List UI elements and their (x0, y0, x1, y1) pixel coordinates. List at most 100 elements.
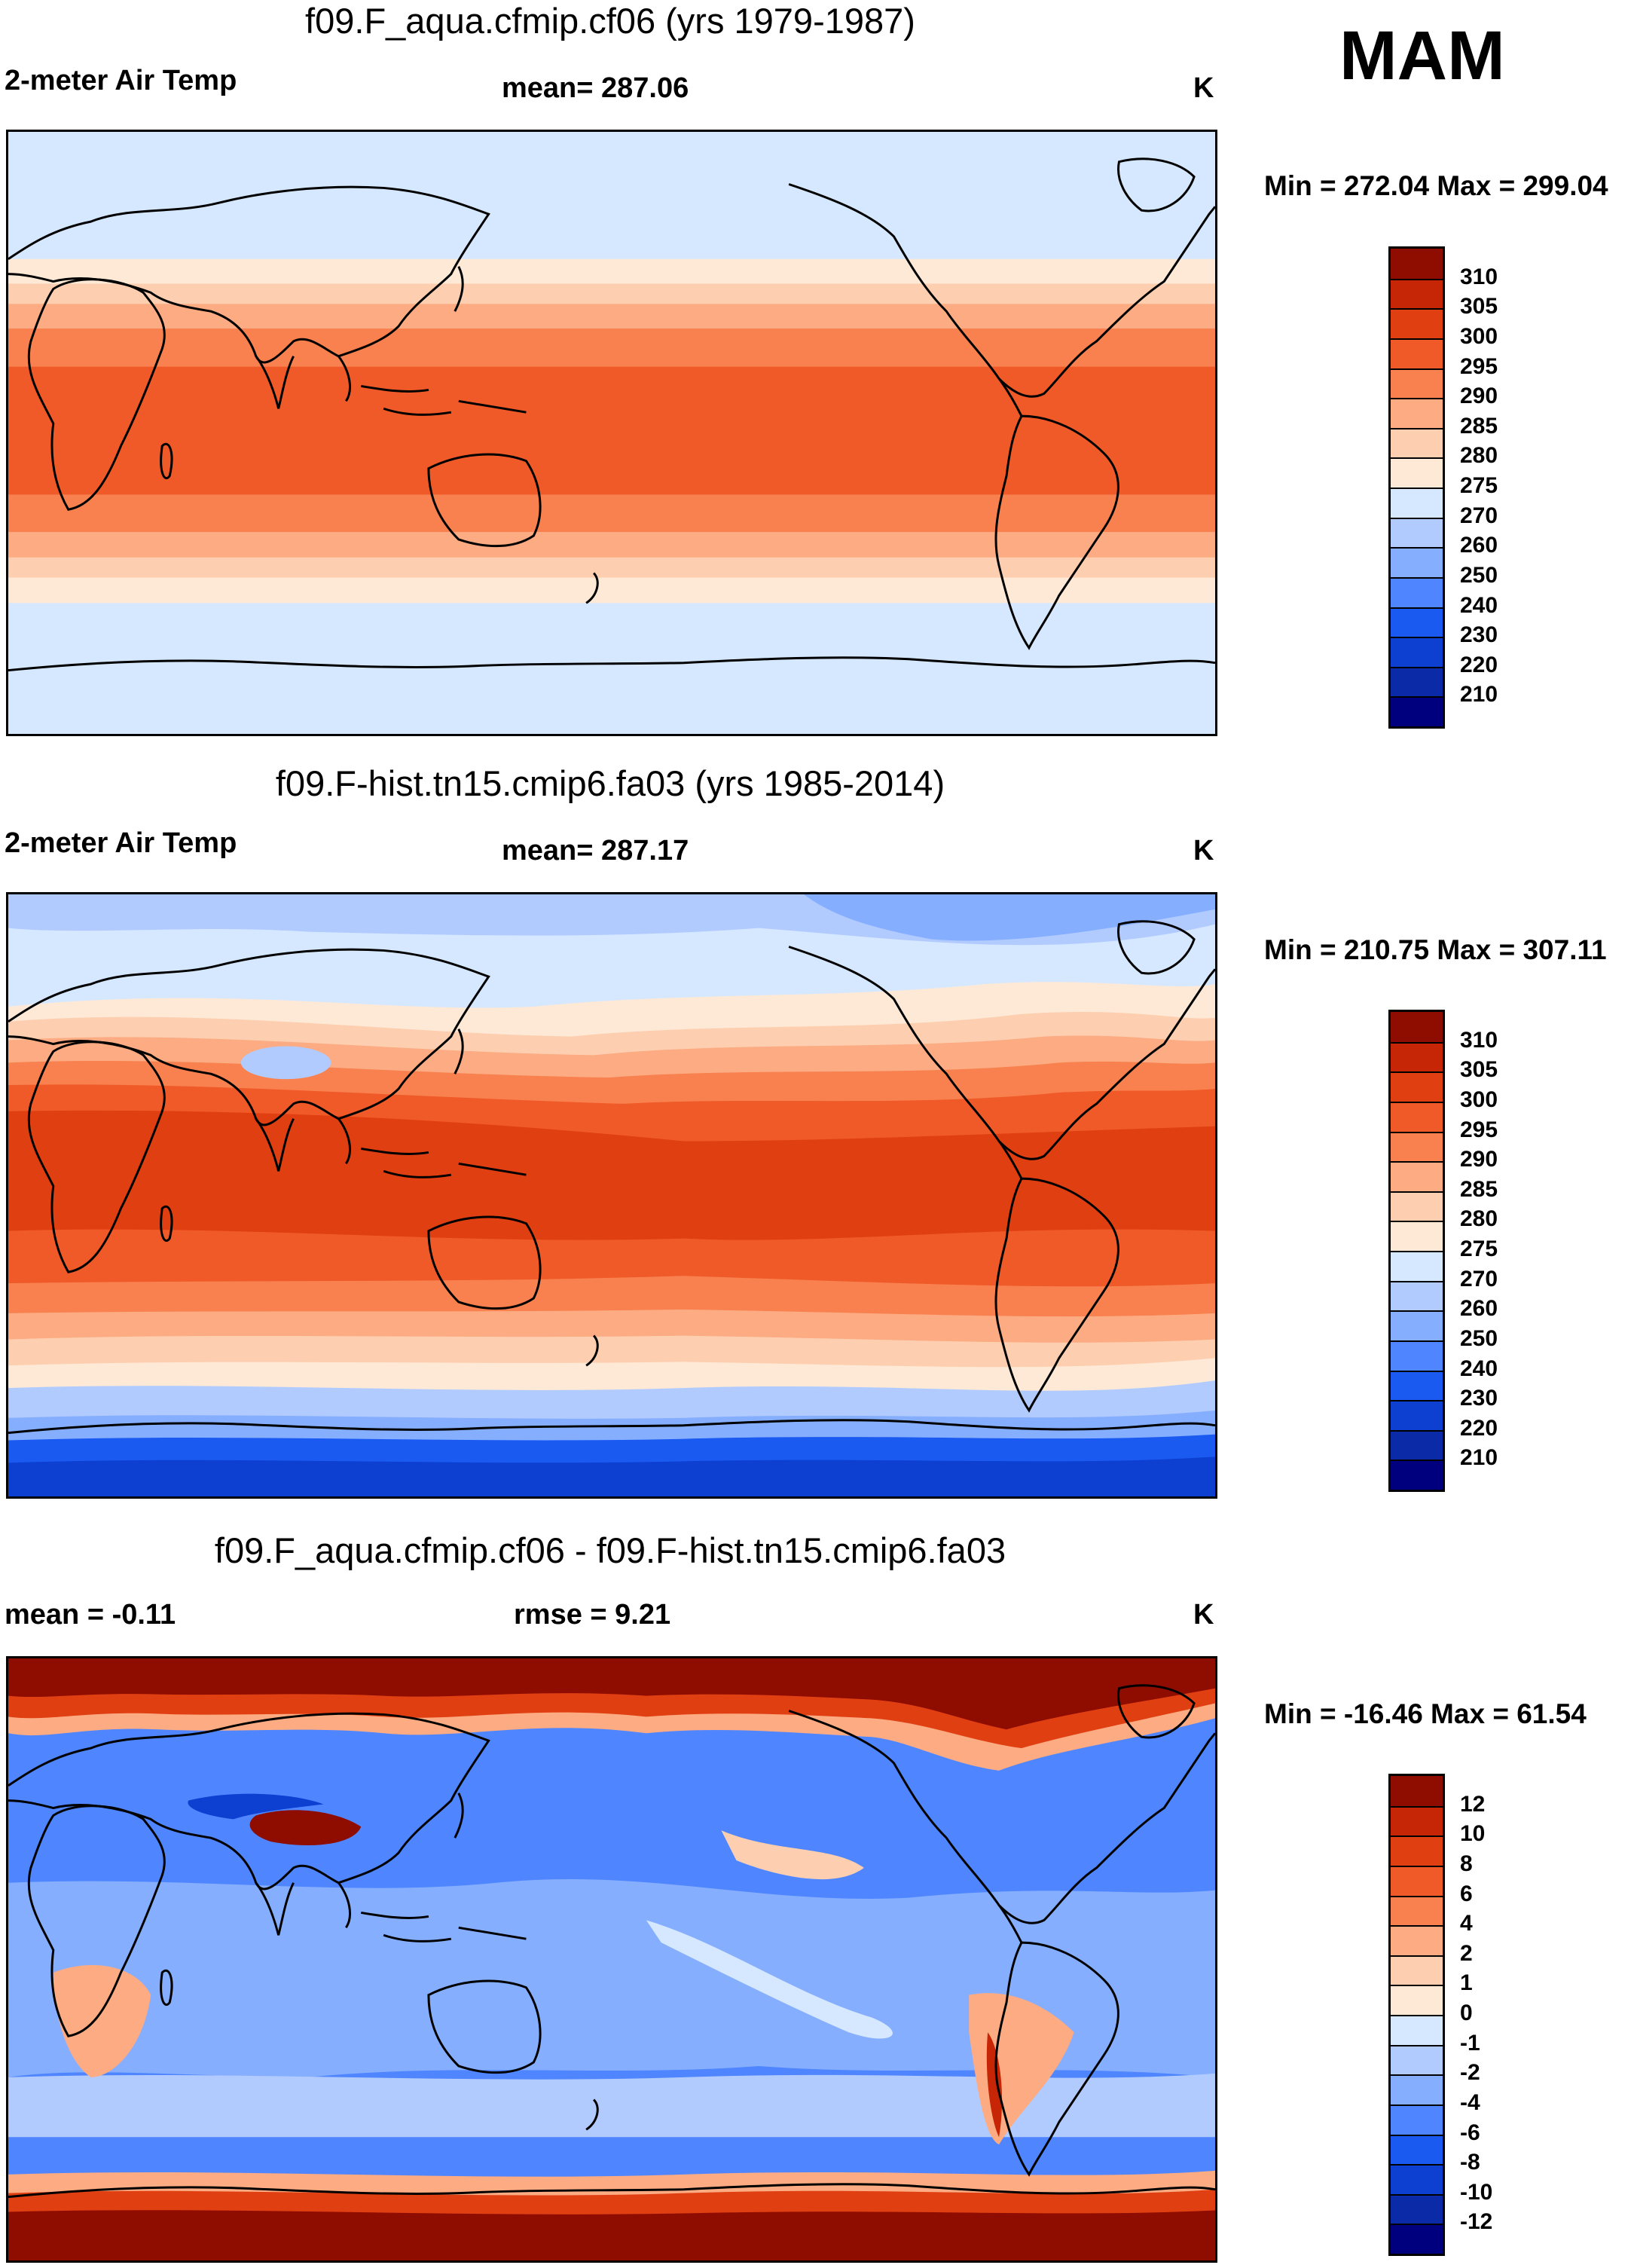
panel3-colorbar (1388, 1774, 1445, 2256)
colorbar-tick-label: 290 (1460, 1147, 1498, 1172)
panel3-pacific-warm (721, 1830, 864, 1880)
panel3-africa-warm (53, 1964, 151, 2077)
colorbar-box (1391, 1865, 1443, 1896)
coastline-path (27, 1041, 166, 1273)
colorbar-tick-label: 0 (1460, 2001, 1473, 2025)
coastline-path (994, 414, 1119, 650)
colorbar-box (1391, 308, 1443, 338)
coastline-path (337, 1881, 527, 1942)
coastline-path (1117, 920, 1196, 975)
colorbar-tick-label: 2 (1460, 1940, 1473, 1966)
colorbar-tick-label: 295 (1460, 353, 1498, 379)
colorbar-tick-label: 280 (1460, 443, 1498, 469)
colorbar-box (1391, 1895, 1443, 1926)
colorbar-tick-label: 310 (1460, 264, 1498, 289)
coastline-path (255, 355, 295, 409)
coastline-path (994, 1941, 1119, 2177)
coastline-path (585, 1334, 599, 1367)
colorbar-tick-label: -4 (1460, 2089, 1480, 2115)
panel2-tibet-cold (240, 1046, 331, 1080)
coastline-path (160, 1969, 173, 2007)
colorbar-box (1391, 1460, 1443, 1490)
colorbar-tick-label: 230 (1460, 1386, 1498, 1411)
colorbar-tick-label: 240 (1460, 592, 1498, 618)
colorbar-box (1391, 1835, 1443, 1866)
colorbar-box (1391, 457, 1443, 488)
coastline-path (255, 1881, 295, 1936)
colorbar-tick-label: 305 (1460, 294, 1498, 319)
panel1-units: K (1193, 72, 1214, 104)
coastline-path (454, 1792, 464, 1839)
colorbar-tick-label: 305 (1460, 1057, 1498, 1083)
panel1-map (6, 130, 1217, 736)
panel2-antarctic-interior (8, 1456, 1215, 1496)
colorbar-box (1391, 1985, 1443, 2015)
coastline-path (27, 1805, 166, 2037)
panel1-coastlines (8, 157, 1215, 672)
colorbar-box (1391, 1280, 1443, 1311)
colorbar-box (1391, 1776, 1443, 1806)
colorbar-box (1391, 1101, 1443, 1132)
coastline-path (27, 278, 166, 511)
colorbar-tick-label: 10 (1460, 1821, 1486, 1847)
coastline-path (8, 1712, 490, 1891)
colorbar-tick-label: 210 (1460, 1445, 1498, 1471)
colorbar-tick-label: -10 (1460, 2179, 1493, 2205)
colorbar-tick-label: 8 (1460, 1851, 1473, 1876)
colorbar-tick-label: 260 (1460, 533, 1498, 558)
coastline-path (788, 183, 1215, 398)
colorbar-box (1391, 2164, 1443, 2194)
coastline-path (585, 572, 599, 604)
colorbar-box (1391, 1221, 1443, 1251)
colorbar-box (1391, 2074, 1443, 2104)
colorbar-tick-label: 1 (1460, 1970, 1473, 1996)
colorbar-box (1391, 1400, 1443, 1430)
coastline-path (788, 946, 1215, 1160)
panel3-rmse-label: rmse = 9.21 (514, 1599, 671, 1631)
coastline-path (160, 442, 173, 480)
coastline-path (427, 1979, 542, 2074)
colorbar-box (1391, 1370, 1443, 1401)
colorbar-box (1391, 2224, 1443, 2254)
colorbar-box (1391, 2193, 1443, 2224)
colorbar-box (1391, 488, 1443, 518)
season-label: MAM (1339, 17, 1505, 94)
colorbar-box (1391, 278, 1443, 309)
colorbar-tick-label: -1 (1460, 2030, 1480, 2056)
colorbar-tick-label: 270 (1460, 1266, 1498, 1291)
colorbar-tick-label: 285 (1460, 1176, 1498, 1202)
panel1-variable-label: 2-meter Air Temp (5, 65, 237, 96)
panel2-minmax: Min = 210.75 Max = 307.11 (1264, 934, 1607, 965)
panel3-antarctic-max (8, 2210, 1215, 2260)
coastline-path (8, 656, 1215, 672)
panel2-variable-label: 2-meter Air Temp (5, 827, 237, 859)
colorbar-tick-label: 290 (1460, 384, 1498, 409)
colorbar-box (1391, 1429, 1443, 1460)
coastline-path (427, 453, 542, 548)
panel3-coastlines (8, 1684, 1215, 2199)
coastline-path (454, 265, 464, 312)
colorbar-box (1391, 398, 1443, 428)
colorbar-box (1391, 1012, 1443, 1042)
panel2-title: f09.F-hist.tn15.cmip6.fa03 (yrs 1985-201… (275, 763, 945, 803)
panel1-title: f09.F_aqua.cfmip.cf06 (yrs 1979-1987) (305, 1, 915, 41)
colorbar-tick-label: -12 (1460, 2209, 1493, 2235)
colorbar-box (1391, 576, 1443, 607)
coastline-path (994, 1177, 1119, 1413)
panel3-tibet-hot (249, 1810, 362, 1845)
colorbar-box (1391, 607, 1443, 637)
coastline-path (585, 2098, 599, 2131)
coastline-path (337, 1117, 527, 1178)
colorbar-box (1391, 547, 1443, 577)
colorbar-box (1391, 2044, 1443, 2075)
coastline-path (8, 2183, 1215, 2199)
panel3-field (8, 1658, 1215, 2260)
colorbar-tick-label: 250 (1460, 562, 1498, 588)
panel2-band-300 (8, 1110, 1215, 1240)
coastline-path (788, 1710, 1215, 1924)
panel3-southern-light (8, 2073, 1215, 2138)
colorbar-tick-label: 275 (1460, 1236, 1498, 1261)
colorbar-box (1391, 338, 1443, 368)
panel3-tropical-light (8, 1879, 1215, 2077)
colorbar-box (1391, 1041, 1443, 1072)
